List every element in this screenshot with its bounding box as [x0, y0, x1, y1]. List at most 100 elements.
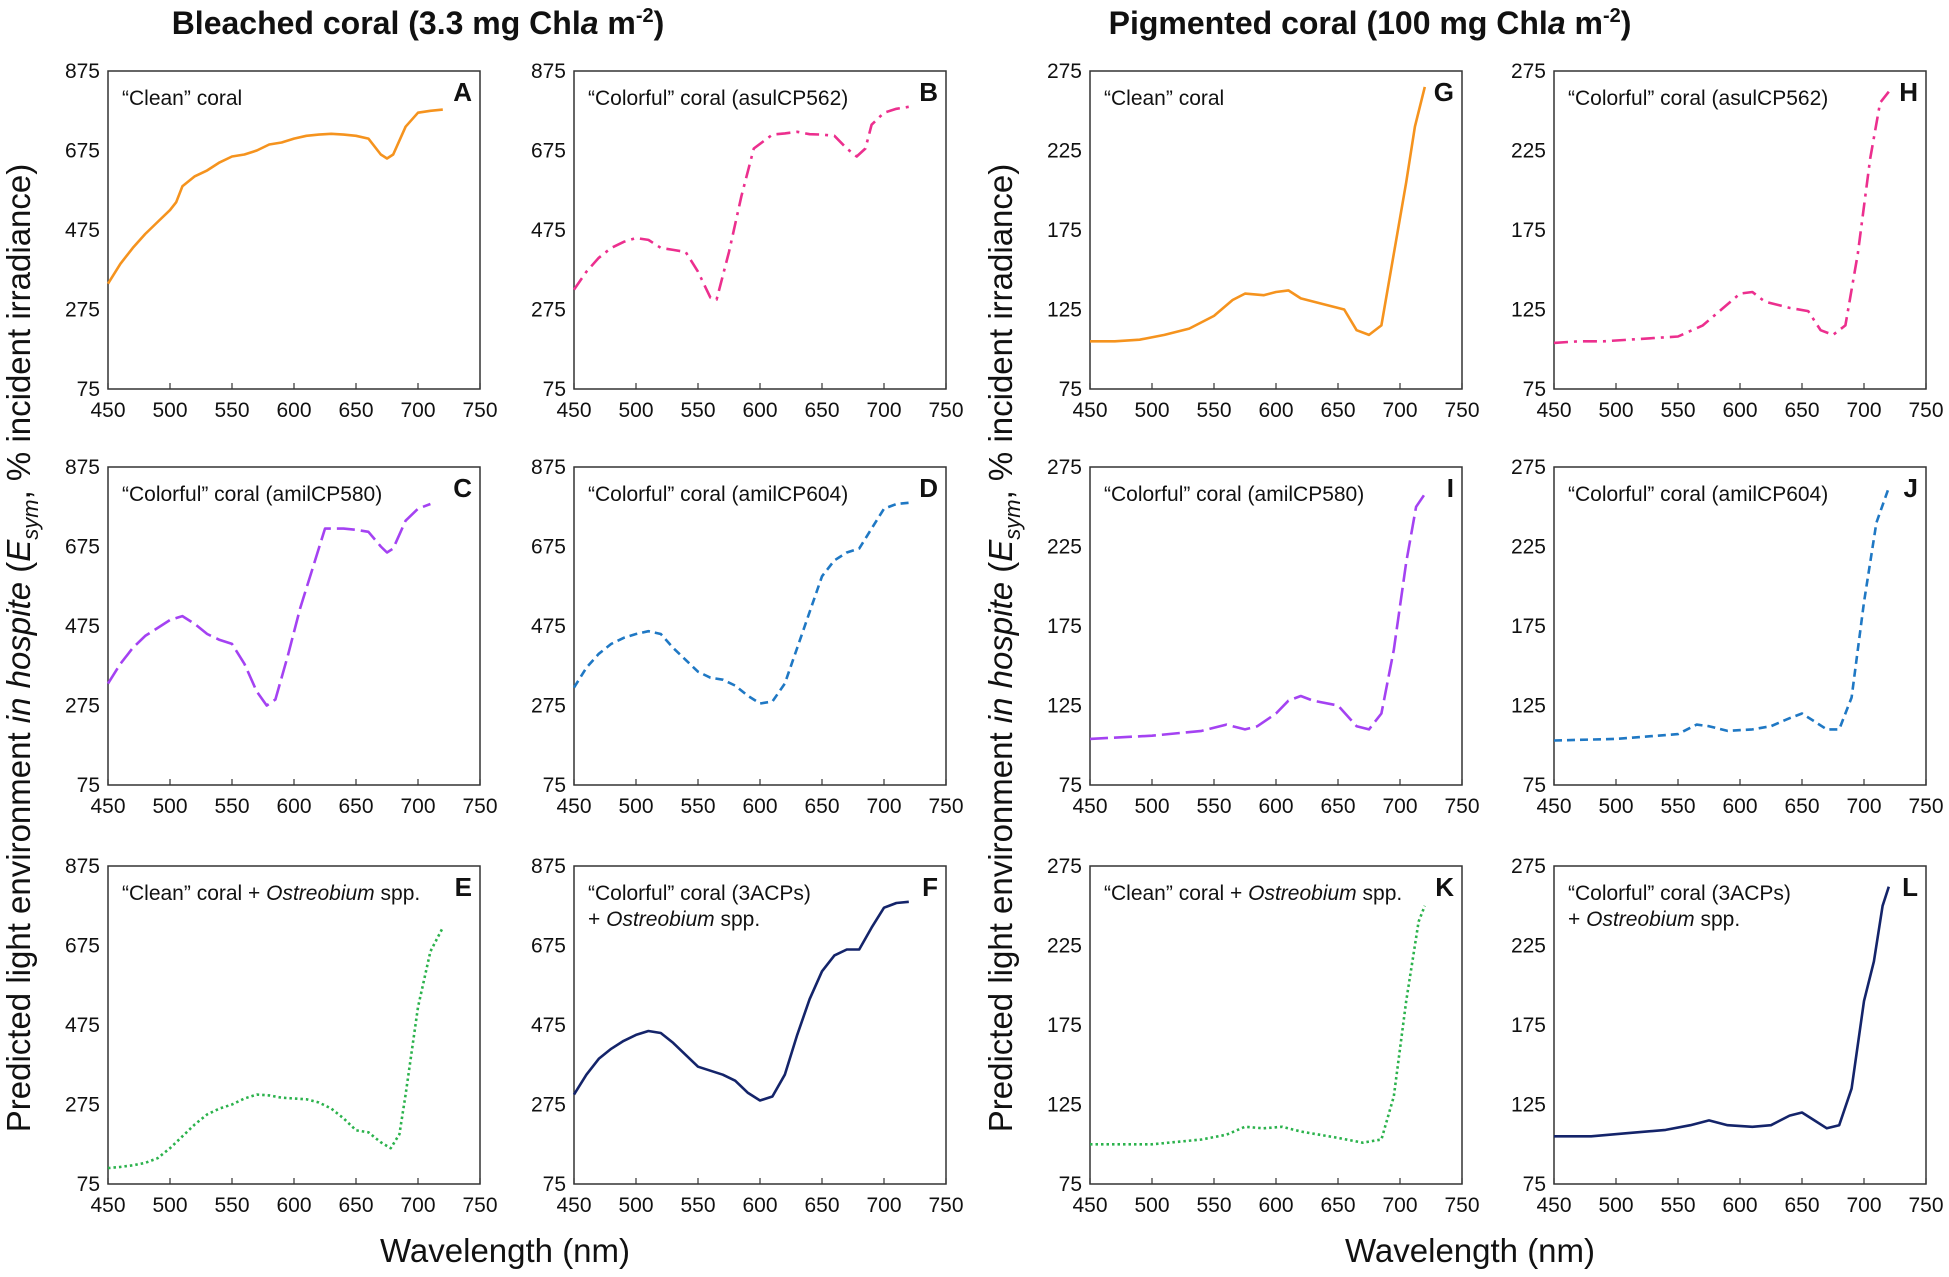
- y-tick-label: 225: [1047, 536, 1082, 559]
- x-tick-label: 550: [214, 399, 249, 422]
- title-bleached: Bleached coral (3.3 mg Chla m-2): [172, 5, 665, 41]
- x-tick-label: 650: [1320, 795, 1355, 818]
- y-tick-label: 125: [1511, 299, 1546, 322]
- x-tick-label: 700: [400, 795, 435, 818]
- panel-d: 450 500 550 600 650 700 750 75 275 475 675 875 D “Col…: [531, 456, 964, 818]
- ylabel-part: E: [0, 539, 37, 562]
- x-tick-label: 500: [1134, 399, 1169, 422]
- x-tick-label: 550: [214, 1194, 249, 1217]
- y-tick-label: 675: [65, 935, 100, 958]
- x-tick-label: 500: [1598, 1194, 1633, 1217]
- x-tick-label: 600: [742, 399, 777, 422]
- x-tick-label: 450: [556, 1194, 591, 1217]
- plot-frame: [573, 70, 947, 390]
- series-line-h: [1553, 90, 1890, 345]
- series-line-j: [1553, 487, 1891, 742]
- x-tick-label: 550: [1660, 795, 1695, 818]
- title-part: -2: [636, 5, 654, 27]
- ylabel-part: (: [982, 562, 1019, 582]
- x-tick-label: 600: [276, 1194, 311, 1217]
- panel-letter: G: [1434, 77, 1454, 107]
- ylabel-part: Predicted light environment: [982, 723, 1019, 1132]
- panel-letter: I: [1447, 473, 1454, 503]
- title-part: a: [1548, 5, 1566, 41]
- panel-letter: E: [455, 872, 472, 902]
- y-tick-label: 875: [65, 855, 100, 878]
- y-tick-label: 475: [65, 1014, 100, 1037]
- panel-label-part: Ostreobium: [1586, 908, 1695, 931]
- y-tick-label: 875: [65, 456, 100, 479]
- x-tick-label: 450: [1536, 399, 1571, 422]
- x-tick-label: 450: [1072, 795, 1107, 818]
- y-tick-label: 675: [65, 140, 100, 163]
- y-tick-label: 175: [1511, 1014, 1546, 1037]
- y-tick-label: 125: [1047, 695, 1082, 718]
- x-tick-label: 450: [90, 399, 125, 422]
- y-axis-label-left: Predicted light environment in hospite (…: [0, 164, 43, 1133]
- x-tick-label: 500: [1134, 795, 1169, 818]
- panel-label: “Clean” coral + Ostreobium spp.: [122, 882, 420, 905]
- series-line-a: [106, 108, 443, 285]
- y-tick-label: 125: [1511, 1094, 1546, 1117]
- x-tick-label: 600: [1258, 795, 1293, 818]
- x-tick-label: 500: [152, 1194, 187, 1217]
- x-tick-label: 650: [804, 399, 839, 422]
- y-tick-label: 275: [1511, 60, 1546, 83]
- panel-label: “Colorful” coral (asulCP562): [1568, 87, 1828, 110]
- series-line-l: [1554, 886, 1891, 1138]
- x-tick-label: 600: [1258, 399, 1293, 422]
- panel-f: 450 500 550 600 650 700 750 75 275 475 675 875 F “Col…: [531, 855, 964, 1217]
- x-tick-label: 500: [1134, 1194, 1169, 1217]
- x-tick-label: 550: [680, 795, 715, 818]
- plot-frame: [573, 466, 947, 786]
- y-tick-label: 675: [531, 140, 566, 163]
- y-tick-label: 275: [65, 1094, 100, 1117]
- x-tick-label: 700: [400, 399, 435, 422]
- panel-h: 450 500 550 600 650 700 750 75 125 175 225 275 H “Col…: [1511, 60, 1944, 422]
- x-tick-label: 650: [804, 795, 839, 818]
- y-tick-label: 675: [65, 536, 100, 559]
- y-tick-label: 875: [531, 60, 566, 83]
- panel-label-part: “Colorful” coral (3ACPs): [588, 882, 811, 905]
- x-tick-label: 650: [1784, 1194, 1819, 1217]
- panel-letter: J: [1904, 473, 1918, 503]
- x-tick-label: 700: [1846, 1194, 1881, 1217]
- x-tick-label: 650: [1320, 399, 1355, 422]
- x-tick-label: 450: [90, 795, 125, 818]
- x-tick-label: 750: [1444, 1194, 1479, 1217]
- panel-label-part: “Clean” coral +: [1104, 882, 1248, 905]
- x-tick-label: 700: [866, 399, 901, 422]
- panel-letter: B: [919, 77, 938, 107]
- panel-label-part: spp.: [375, 882, 421, 905]
- x-tick-label: 550: [1660, 399, 1695, 422]
- panel-label: “Clean” coral: [1104, 87, 1224, 110]
- x-tick-label: 450: [556, 399, 591, 422]
- ylabel-part: E: [982, 539, 1019, 562]
- panel-label: “Colorful” coral (amilCP604): [1568, 483, 1828, 506]
- x-tick-label: 700: [1846, 795, 1881, 818]
- x-tick-label: 750: [462, 795, 497, 818]
- x-tick-label: 550: [680, 1194, 715, 1217]
- y-tick-label: 875: [531, 456, 566, 479]
- x-tick-label: 550: [680, 399, 715, 422]
- x-tick-label: 450: [556, 795, 591, 818]
- x-tick-label: 550: [1196, 795, 1231, 818]
- x-tick-label: 750: [1908, 399, 1943, 422]
- x-tick-label: 600: [1258, 1194, 1293, 1217]
- series-line-g: [1090, 86, 1427, 343]
- x-tick-label: 500: [152, 795, 187, 818]
- panel-l: 450 500 550 600 650 700 750 75 125 175 225 275 L “Col…: [1511, 855, 1944, 1217]
- panel-letter: K: [1435, 872, 1454, 902]
- x-tick-label: 750: [928, 795, 963, 818]
- panel-a: 450 500 550 600 650 700 750 75 275 475 675 875 A “Cle…: [65, 60, 498, 422]
- x-tick-label: 600: [742, 795, 777, 818]
- x-tick-label: 650: [338, 795, 373, 818]
- series-line-e: [107, 927, 444, 1170]
- y-tick-label: 225: [1047, 935, 1082, 958]
- plot-frame: [1089, 70, 1463, 390]
- panel-j: 450 500 550 600 650 700 750 75 125 175 225 275 J “Col…: [1511, 456, 1944, 818]
- y-tick-label: 175: [1047, 1014, 1082, 1037]
- y-tick-label: 175: [1511, 615, 1546, 638]
- x-tick-label: 550: [1196, 1194, 1231, 1217]
